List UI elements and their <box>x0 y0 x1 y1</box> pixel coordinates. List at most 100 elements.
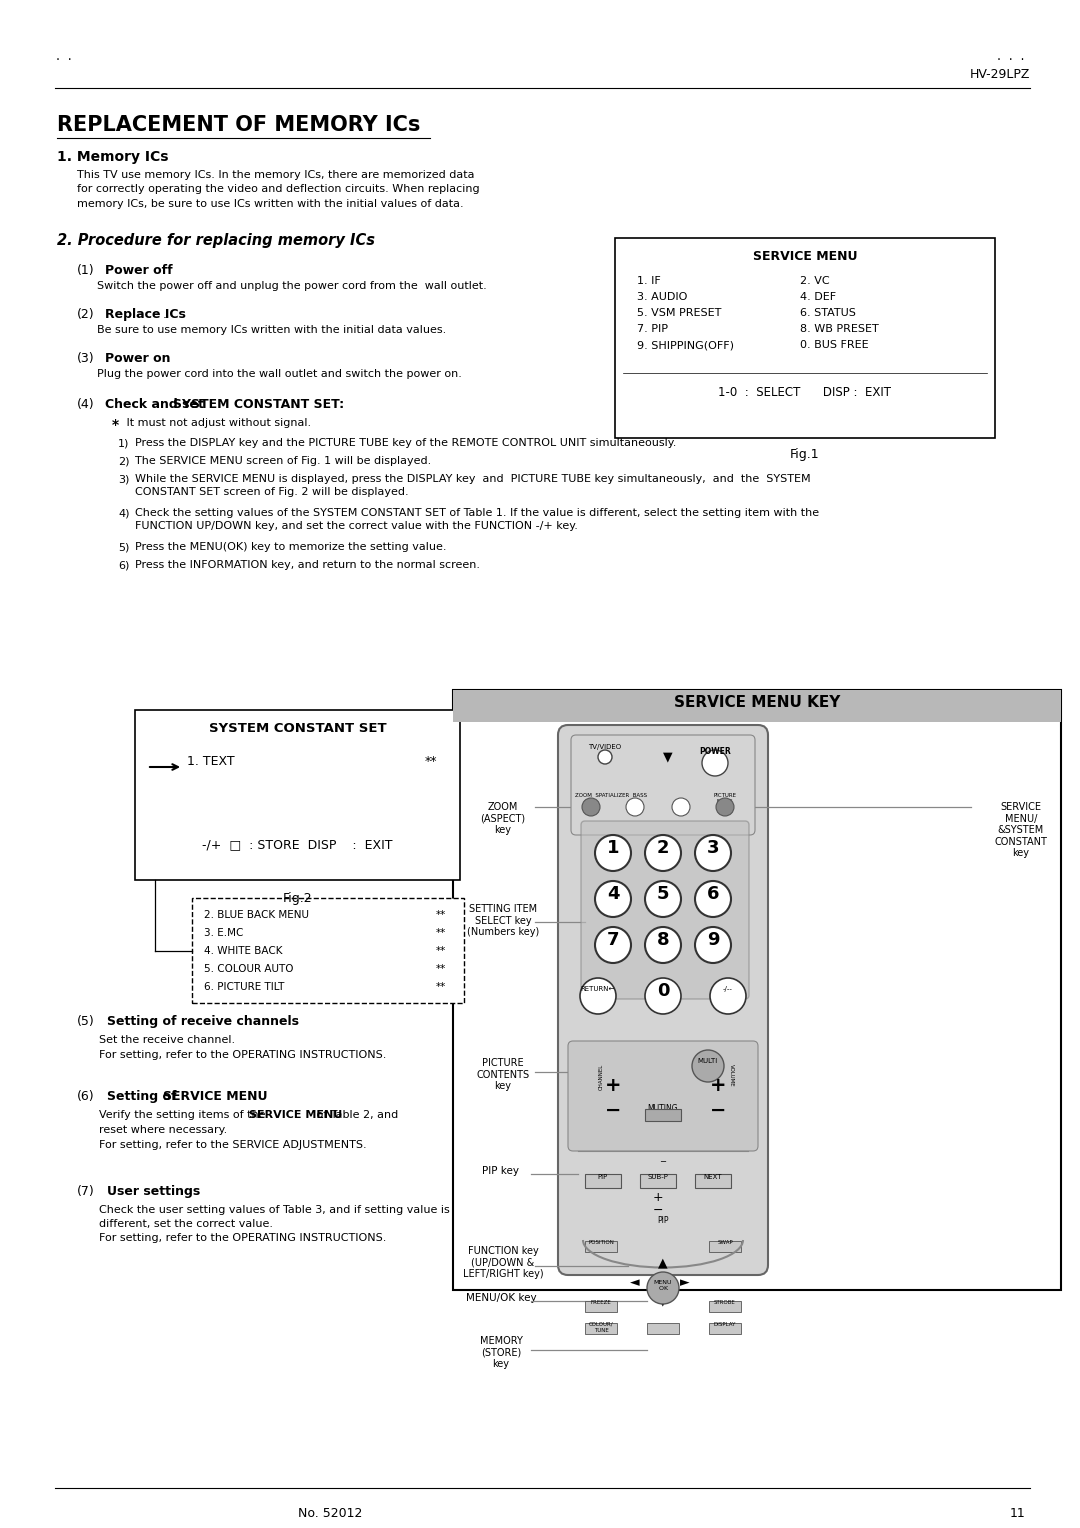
Text: 1. IF: 1. IF <box>637 277 661 286</box>
Circle shape <box>645 978 681 1015</box>
Text: Switch the power off and unplug the power cord from the  wall outlet.: Switch the power off and unplug the powe… <box>97 281 487 290</box>
Circle shape <box>645 882 681 917</box>
Text: Check and set: Check and set <box>105 397 208 411</box>
Bar <box>640 1174 676 1187</box>
Text: PIP: PIP <box>598 1174 608 1180</box>
FancyBboxPatch shape <box>568 1041 758 1151</box>
Text: TV/VIDEO: TV/VIDEO <box>589 744 622 750</box>
Text: DISPLAY: DISPLAY <box>714 1322 737 1326</box>
Text: STROBE: STROBE <box>714 1300 735 1305</box>
Text: Be sure to use memory ICs written with the initial data values.: Be sure to use memory ICs written with t… <box>97 325 446 335</box>
Text: **: ** <box>436 983 446 992</box>
Text: Check the user setting values of Table 3, and if setting value is
different, set: Check the user setting values of Table 3… <box>99 1206 449 1242</box>
Text: 6): 6) <box>118 559 130 570</box>
Text: No. 52012: No. 52012 <box>298 1507 362 1520</box>
Bar <box>192 898 464 1002</box>
Text: SERVICE MENU: SERVICE MENU <box>163 1089 268 1103</box>
Circle shape <box>645 834 681 871</box>
Text: 2): 2) <box>118 455 130 466</box>
Text: of Table 2, and: of Table 2, and <box>313 1109 399 1120</box>
Circle shape <box>696 834 731 871</box>
Text: . . .: . . . <box>996 52 1025 63</box>
Circle shape <box>716 798 734 816</box>
Text: ◄: ◄ <box>631 1276 639 1290</box>
Text: 8: 8 <box>657 931 670 949</box>
Text: 5. VSM PRESET: 5. VSM PRESET <box>637 309 721 318</box>
Text: 1. TEXT: 1. TEXT <box>187 755 234 769</box>
Bar <box>585 1300 617 1313</box>
Text: 4): 4) <box>118 507 130 518</box>
Text: PICTURE
CONTENTS
key: PICTURE CONTENTS key <box>476 1057 529 1091</box>
Text: Power off: Power off <box>105 264 173 277</box>
Bar <box>453 691 1061 723</box>
Text: +: + <box>710 1076 726 1096</box>
Text: 1. Memory ICs: 1. Memory ICs <box>57 150 168 163</box>
Text: For setting, refer to the OPERATING INSTRUCTIONS.: For setting, refer to the OPERATING INST… <box>99 1050 387 1060</box>
Text: PIP key: PIP key <box>483 1166 519 1177</box>
Text: -/+  □  : STORE  DISP    :  EXIT: -/+ □ : STORE DISP : EXIT <box>202 837 393 851</box>
Circle shape <box>582 798 600 816</box>
Text: 4. DEF: 4. DEF <box>800 292 836 303</box>
Circle shape <box>702 750 728 776</box>
Circle shape <box>647 1271 679 1303</box>
Bar <box>585 1241 617 1251</box>
Text: Check the setting values of the SYSTEM CONSTANT SET of Table 1. If the value is : Check the setting values of the SYSTEM C… <box>135 507 819 532</box>
Circle shape <box>595 927 631 963</box>
Text: NEXT: NEXT <box>704 1174 723 1180</box>
Circle shape <box>692 1050 724 1082</box>
Text: .: . <box>163 309 167 321</box>
Text: (1): (1) <box>77 264 95 277</box>
Text: 7: 7 <box>607 931 619 949</box>
Text: MULTI: MULTI <box>698 1057 718 1063</box>
Text: Setting of: Setting of <box>107 1089 180 1103</box>
Text: SUB-P: SUB-P <box>648 1174 669 1180</box>
FancyBboxPatch shape <box>558 724 768 1274</box>
Text: 6. STATUS: 6. STATUS <box>800 309 855 318</box>
Text: Power on: Power on <box>105 351 171 365</box>
Text: ▼: ▼ <box>658 1294 667 1306</box>
Bar <box>135 711 460 880</box>
Text: FUNCTION key
(UP/DOWN &
LEFT/RIGHT key): FUNCTION key (UP/DOWN & LEFT/RIGHT key) <box>462 1245 543 1279</box>
Text: MEMORY
(STORE)
key: MEMORY (STORE) key <box>480 1335 523 1369</box>
Bar <box>696 1174 731 1187</box>
Bar <box>708 1241 741 1251</box>
Text: SERVICE MENU: SERVICE MENU <box>249 1109 342 1120</box>
Text: MENU
 OK: MENU OK <box>653 1280 672 1291</box>
Text: POWER: POWER <box>699 747 731 756</box>
Text: (3): (3) <box>77 351 95 365</box>
Text: PIP: PIP <box>658 1216 669 1225</box>
Text: 5. COLOUR AUTO: 5. COLOUR AUTO <box>204 964 294 973</box>
Text: 2. Procedure for replacing memory ICs: 2. Procedure for replacing memory ICs <box>57 232 375 248</box>
Circle shape <box>595 834 631 871</box>
Text: MUTING: MUTING <box>648 1105 678 1112</box>
Text: User settings: User settings <box>107 1186 200 1198</box>
Text: 6: 6 <box>706 885 719 903</box>
Text: SETTING ITEM
SELECT key
(Numbers key): SETTING ITEM SELECT key (Numbers key) <box>467 905 539 937</box>
Text: FREEZE: FREEZE <box>591 1300 611 1305</box>
Circle shape <box>710 978 746 1015</box>
Text: 2. BLUE BACK MENU: 2. BLUE BACK MENU <box>204 911 309 920</box>
Text: (2): (2) <box>77 309 95 321</box>
Text: 9: 9 <box>706 931 719 949</box>
Text: **: ** <box>426 755 437 769</box>
Text: . .: . . <box>55 52 72 63</box>
Text: −: − <box>710 1102 726 1120</box>
Text: PICTURE
MODE: PICTURE MODE <box>714 793 737 804</box>
Text: Press the DISPLAY key and the PICTURE TUBE key of the REMOTE CONTROL UNIT simult: Press the DISPLAY key and the PICTURE TU… <box>135 439 676 448</box>
Text: (6): (6) <box>77 1089 95 1103</box>
Text: 0: 0 <box>657 983 670 999</box>
Text: **: ** <box>436 946 446 957</box>
Circle shape <box>626 798 644 816</box>
Circle shape <box>595 882 631 917</box>
Text: (7): (7) <box>77 1186 95 1198</box>
Text: −: − <box>652 1204 663 1216</box>
Text: 2: 2 <box>657 839 670 857</box>
Text: CHANNEL: CHANNEL <box>598 1063 604 1091</box>
Bar <box>645 1109 681 1122</box>
Text: HV-29LPZ: HV-29LPZ <box>970 69 1030 81</box>
Circle shape <box>580 978 616 1015</box>
Text: 3): 3) <box>118 474 130 484</box>
Text: ►: ► <box>680 1276 690 1290</box>
Text: COLOUR/
TUNE: COLOUR/ TUNE <box>589 1322 613 1332</box>
Text: Fig.2: Fig.2 <box>283 892 312 905</box>
